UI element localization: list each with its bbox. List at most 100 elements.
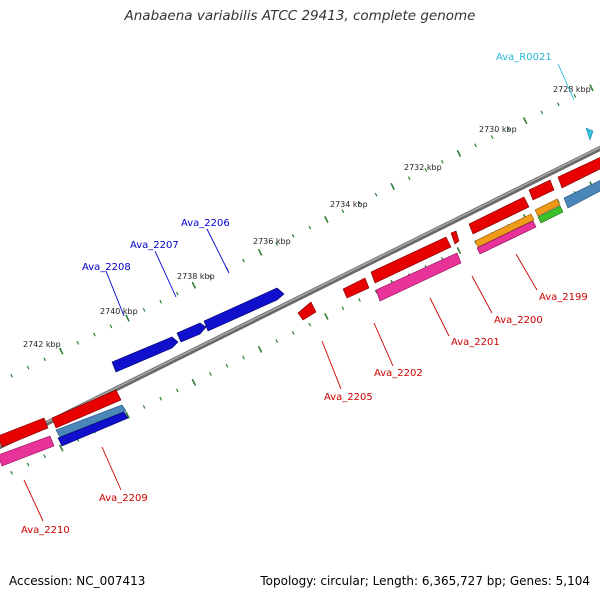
gene-ava-2200[interactable]: [468, 196, 530, 235]
outer-tick-mark: [358, 201, 361, 205]
outer-tick-mark: [441, 159, 444, 164]
kbp-label-2732: 2732 kbp: [404, 163, 442, 172]
inner-tick-mark: [374, 289, 378, 294]
outer-tick-track: [10, 84, 594, 378]
inner-tick-mark: [358, 298, 361, 302]
gene-label-ava-2200[interactable]: Ava_2200: [494, 315, 543, 326]
outer-tick-mark: [456, 150, 462, 158]
gene-label-ava-2209[interactable]: Ava_2209: [99, 493, 148, 504]
outer-tick-mark: [556, 102, 560, 107]
inner-tick-mark: [275, 339, 279, 343]
gene-label-ava-2199[interactable]: Ava_2199: [539, 292, 588, 303]
gene-ava-2201-cds[interactable]: [375, 252, 462, 302]
kbp-label-2728: 2728 kbp: [553, 85, 591, 94]
gene-ava-2205[interactable]: [297, 301, 317, 321]
gene-label-ava-2202[interactable]: Ava_2202: [374, 368, 423, 379]
leader-ava-2201: [429, 297, 450, 337]
genome-backbone-highlight: [0, 146, 600, 447]
inner-tick-mark: [225, 363, 229, 368]
inner-tick-mark: [125, 411, 130, 419]
gene-ava-2209[interactable]: [51, 389, 122, 429]
inner-tick-mark: [26, 462, 30, 467]
gene-label-ava-2201[interactable]: Ava_2201: [451, 337, 500, 348]
gene-label-ava-2210[interactable]: Ava_2210: [21, 525, 70, 536]
leader-ava-2209: [101, 446, 122, 491]
outer-tick-mark: [291, 233, 295, 238]
gene-ava-2210-cds[interactable]: [0, 435, 55, 467]
leader-ava-2206: [206, 228, 230, 274]
gene-ava-2199-green[interactable]: [537, 205, 564, 224]
outer-tick-mark: [275, 242, 279, 246]
inner-tick-mark: [341, 306, 345, 311]
gene-ava-2201-small[interactable]: [450, 230, 460, 245]
outer-tick-mark: [573, 94, 577, 98]
outer-tick-mark: [159, 299, 163, 304]
kbp-label-2738: 2738 kbp: [177, 272, 215, 281]
kbp-label-2730: 2730 kbp: [479, 125, 517, 134]
kbp-label-2734: 2734 kbp: [330, 200, 368, 209]
genome-title: Anabaena variabilis ATCC 29413, complete…: [124, 8, 476, 24]
inner-tick-mark: [257, 345, 263, 353]
inner-tick-mark: [175, 388, 179, 393]
gene-ava-2199-upper[interactable]: [528, 179, 555, 201]
outer-tick-mark: [589, 84, 594, 92]
outer-tick-mark: [390, 182, 395, 190]
outer-tick-mark: [407, 176, 411, 181]
inner-tick-mark: [159, 396, 163, 401]
outer-tick-mark: [93, 332, 96, 337]
inner-tick-mark: [324, 312, 329, 320]
outer-tick-mark: [324, 215, 329, 223]
inner-tick-mark: [242, 355, 245, 360]
inner-tick-mark: [43, 454, 47, 459]
outer-tick-mark: [257, 248, 263, 256]
leader-ava-2207: [154, 250, 177, 298]
gene-ava-2207[interactable]: [176, 322, 207, 343]
kbp-label-2740: 2740 kbp: [100, 307, 138, 316]
inner-tick-mark: [58, 444, 64, 452]
gene-ava-2199[interactable]: [557, 156, 600, 189]
outer-tick-mark: [522, 117, 528, 125]
inner-tick-mark: [191, 378, 197, 386]
gene-ava-2210[interactable]: [0, 417, 49, 448]
leader-ava-2210: [23, 479, 44, 522]
inner-tick-mark: [456, 247, 462, 255]
gene-label-ava-2207[interactable]: Ava_2207: [130, 240, 179, 251]
gene-ava-2209-rna[interactable]: [55, 404, 127, 438]
leader-ava-2205: [321, 340, 342, 390]
leader-ava-2202: [373, 322, 394, 367]
outer-tick-mark: [43, 357, 47, 362]
gene-ava-2206[interactable]: [203, 287, 285, 332]
gene-ava-2200-cds[interactable]: [476, 220, 537, 255]
gene-label-ava-2205[interactable]: Ava_2205: [324, 392, 373, 403]
gene-ava-2208[interactable]: [111, 336, 179, 373]
kbp-label-2742: 2742 kbp: [23, 340, 61, 349]
outer-tick-mark: [109, 324, 113, 329]
outer-tick-mark: [374, 192, 378, 197]
gene-ava-2202[interactable]: [342, 277, 370, 299]
gene-ava-2198-steel[interactable]: [563, 179, 600, 209]
topology-summary: Topology: circular; Length: 6,365,727 bp…: [260, 574, 590, 588]
gene-ava-r0021[interactable]: [585, 127, 594, 141]
outer-tick-mark: [490, 135, 494, 139]
outer-tick-mark: [540, 110, 544, 115]
gene-label-ava-2208[interactable]: Ava_2208: [82, 262, 131, 273]
gene-ava-2201[interactable]: [370, 236, 452, 284]
outer-tick-mark: [191, 281, 197, 289]
inner-tick-mark: [308, 322, 312, 327]
outer-tick-mark: [507, 127, 510, 131]
leader-ava-2208: [105, 270, 125, 317]
gene-label-ava-2206[interactable]: Ava_2206: [181, 218, 230, 229]
gene-label-ava-r0021[interactable]: Ava_R0021: [496, 52, 552, 63]
leader-ava-2199: [515, 253, 538, 291]
outer-tick-mark: [10, 373, 13, 378]
outer-tick-mark: [341, 209, 345, 214]
gene-ava-2209-cds[interactable]: [57, 411, 129, 447]
accession-text: Accession: NC_007413: [9, 574, 146, 588]
outer-tick-mark: [175, 291, 179, 296]
gene-ava-2199-orange[interactable]: [534, 198, 561, 217]
outer-tick-mark: [26, 365, 30, 370]
gene-ava-2200-orange[interactable]: [474, 213, 535, 248]
kbp-label-2736: 2736 kbp: [253, 237, 291, 246]
inner-tick-mark: [209, 372, 212, 376]
